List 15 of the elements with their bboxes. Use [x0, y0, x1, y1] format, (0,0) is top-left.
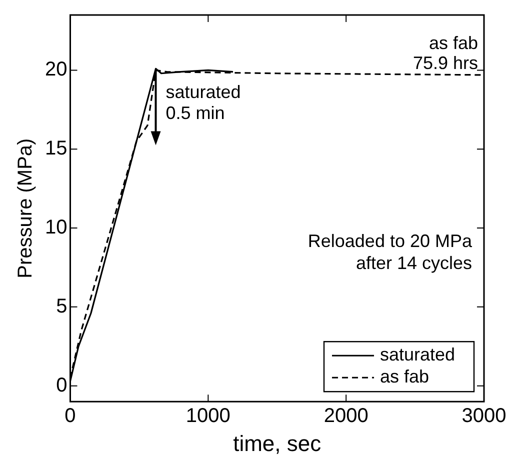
x-axis-title: time, sec	[233, 430, 322, 456]
legend-label: saturated	[380, 344, 456, 365]
y-tick-label: 5	[56, 295, 68, 318]
y-tick-label: 0	[56, 374, 68, 396]
y-tick-label: 15	[44, 138, 68, 160]
y-tick-label: 10	[44, 216, 68, 239]
y-axis-title: Pressure (MPa)	[14, 138, 37, 278]
annotation: saturated 0.5 min	[166, 82, 241, 124]
x-tick-label: 3000	[462, 405, 506, 428]
legend-label: as fab	[380, 366, 430, 387]
x-tick-label: 1000	[186, 405, 230, 428]
y-tick-label: 20	[44, 58, 68, 81]
annotation: as fab 75.9 hrs	[412, 32, 478, 73]
x-tick-label: 2000	[324, 405, 368, 428]
annotation: Reloaded to 20 MPa after 14 cycles	[308, 231, 473, 273]
